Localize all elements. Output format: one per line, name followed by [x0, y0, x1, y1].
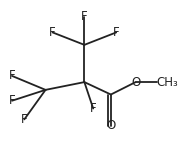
- Text: F: F: [21, 113, 28, 126]
- Text: CH₃: CH₃: [157, 76, 178, 89]
- Text: F: F: [113, 26, 119, 39]
- Text: F: F: [90, 102, 97, 115]
- Text: F: F: [49, 26, 56, 39]
- Text: O: O: [131, 76, 140, 89]
- Text: O: O: [106, 119, 116, 132]
- Text: F: F: [9, 69, 15, 82]
- Text: F: F: [9, 94, 15, 107]
- Text: F: F: [81, 10, 88, 23]
